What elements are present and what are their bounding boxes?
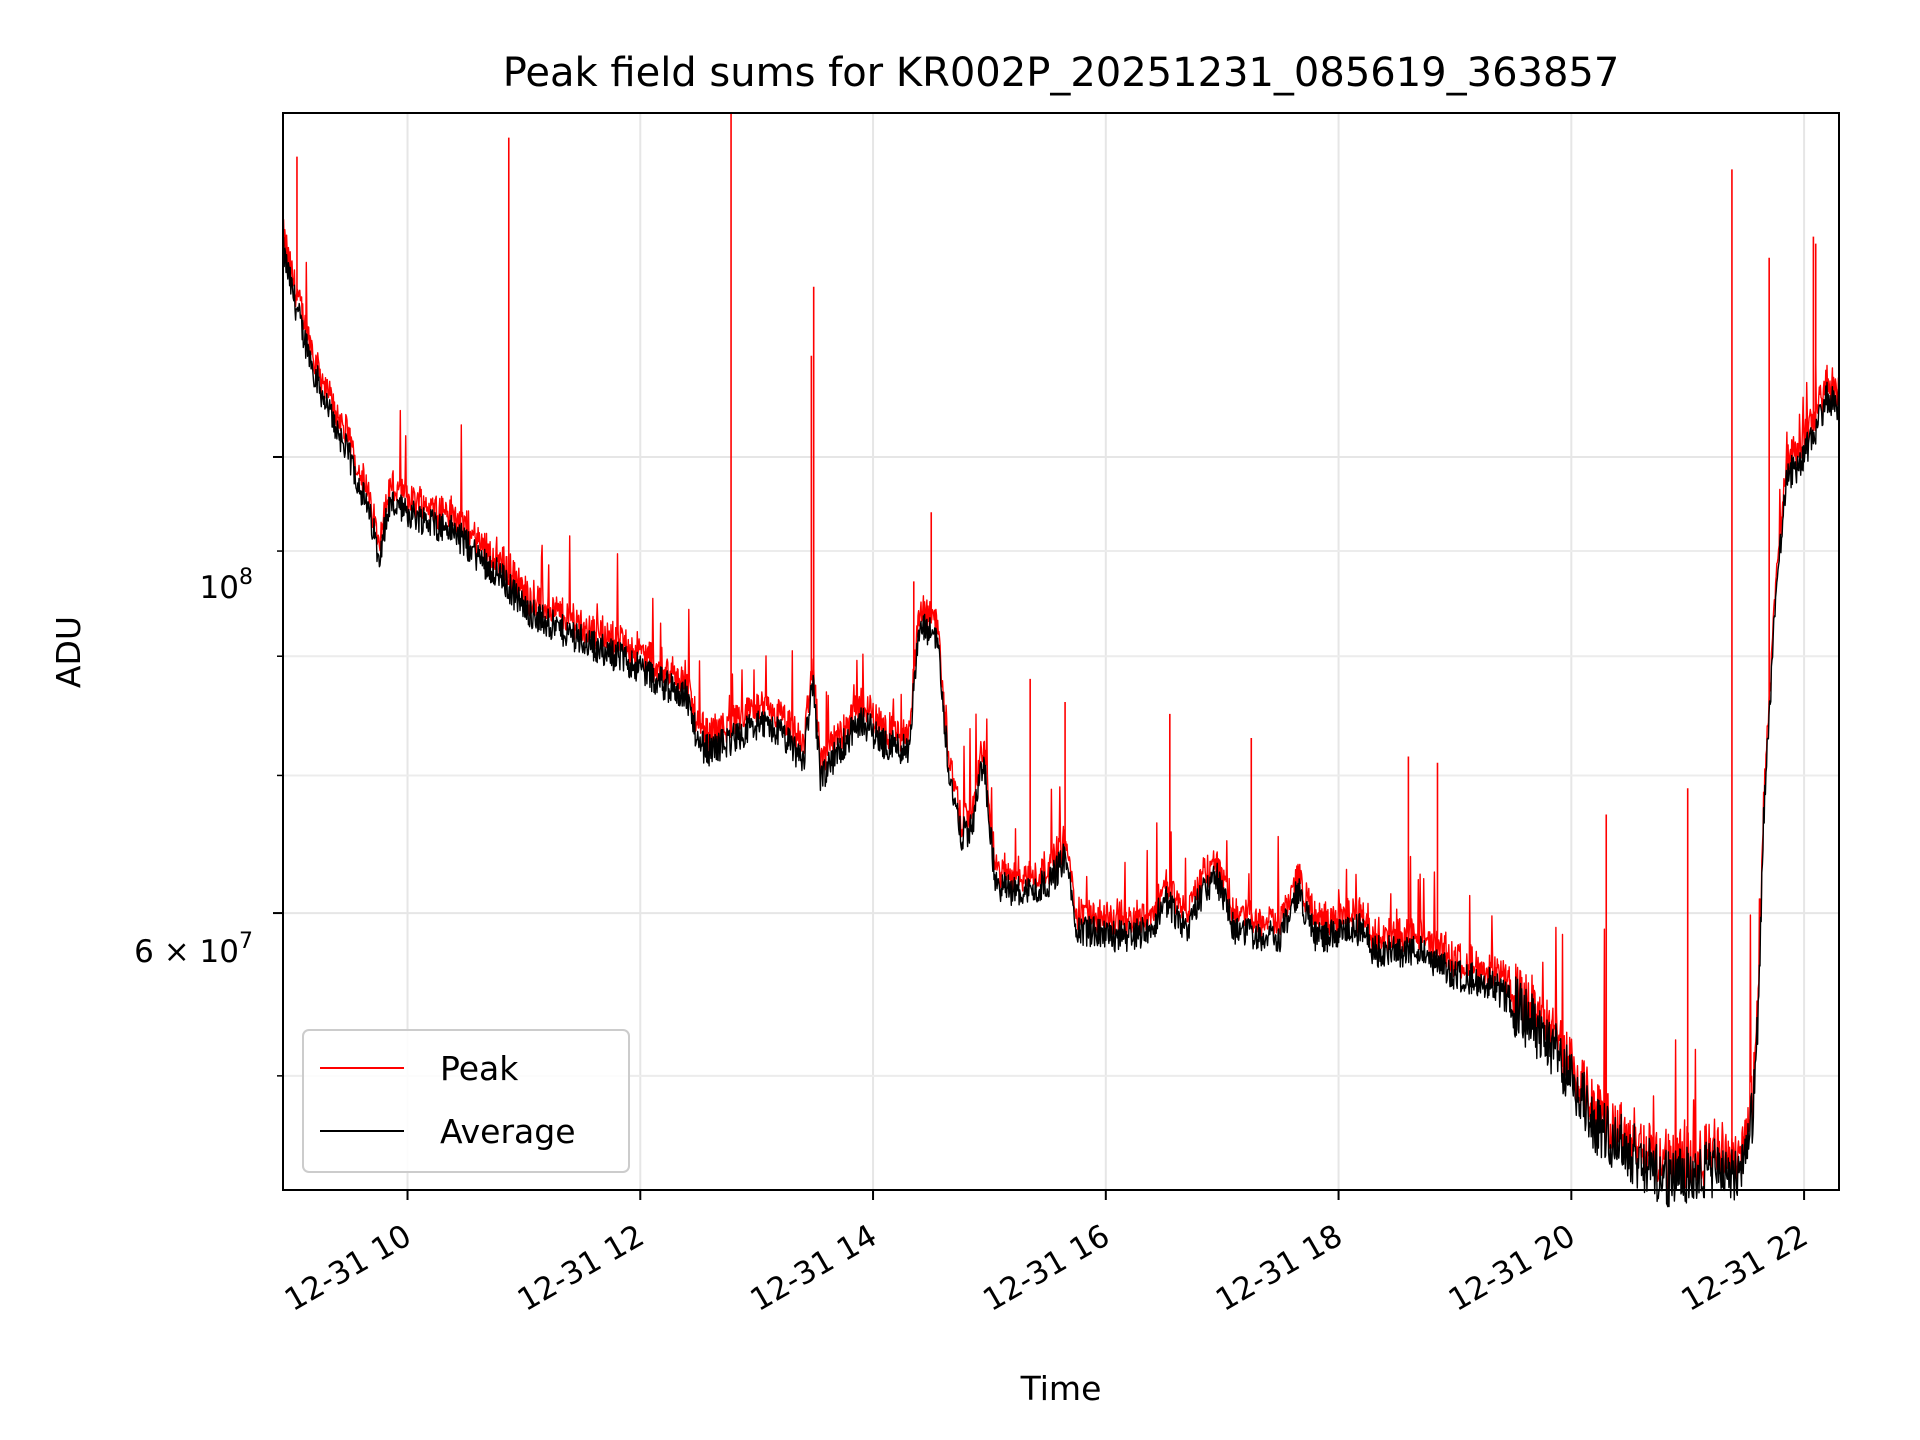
y-axis-label: ADU <box>49 616 88 688</box>
plot-frame <box>282 112 1840 1191</box>
legend: Peak Average <box>302 1029 630 1173</box>
series-layer <box>282 113 1840 1208</box>
chart-title: Peak field sums for KR002P_20251231_0856… <box>503 50 1620 96</box>
legend-peak-label: Peak <box>440 1049 519 1088</box>
legend-box <box>302 1029 630 1173</box>
series-average-line <box>282 236 1840 1208</box>
x-axis-label: Time <box>1020 1369 1102 1408</box>
y-axis-ticks: 108 6 × 107 <box>134 455 283 1077</box>
y-tick-label-1e8: 108 <box>200 565 253 606</box>
plot-area-background <box>283 113 1839 1190</box>
legend-average-label: Average <box>440 1112 576 1151</box>
y-tick-label-6e7: 6 × 107 <box>134 929 253 970</box>
